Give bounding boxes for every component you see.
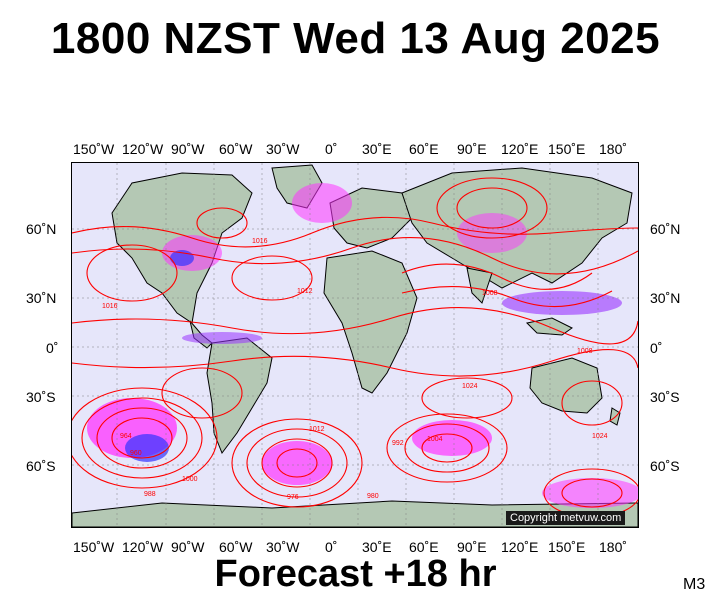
lon-label: 180˚ — [599, 141, 628, 157]
isobar-label: 1012 — [309, 426, 325, 433]
lon-label: 120˚W — [122, 539, 164, 555]
lat-label: 30˚N — [650, 290, 681, 306]
lon-label: 30˚E — [362, 141, 392, 157]
lat-label: 60˚N — [26, 221, 57, 237]
isobar-label: 1024 — [592, 433, 608, 440]
isobar-label: 1016 — [102, 303, 118, 310]
forecast-label: Forecast +18 hr — [214, 553, 497, 595]
copyright-notice: Copyright metvuw.com — [506, 511, 626, 525]
lat-label: 0˚ — [650, 340, 663, 356]
weather-map[interactable]: 1016 1012 1008 1024 1000 988 980 976 964… — [71, 162, 639, 528]
lon-label: 180˚ — [599, 539, 628, 555]
isobar-label: 980 — [367, 493, 379, 500]
lon-label: 60˚W — [219, 539, 253, 555]
lat-label: 60˚S — [650, 458, 680, 474]
isobar-label: 1008 — [577, 348, 593, 355]
lon-label: 30˚W — [266, 141, 300, 157]
isobar-label: 1024 — [462, 383, 478, 390]
lon-label: 120˚E — [501, 141, 539, 157]
lon-label: 60˚E — [409, 539, 439, 555]
isobar-label: 960 — [130, 450, 142, 457]
model-code: M3 — [683, 576, 706, 593]
lon-label: 90˚W — [171, 141, 205, 157]
lon-label: 0˚ — [325, 141, 338, 157]
lat-label: 60˚S — [26, 458, 56, 474]
isobar-label: 992 — [392, 440, 404, 447]
isobar-labels: 1016 1012 1008 1024 1000 988 980 976 964… — [102, 238, 608, 501]
lon-label: 90˚W — [171, 539, 205, 555]
isobar-label: 1000 — [182, 476, 198, 483]
precipitation-overlay — [87, 183, 638, 508]
lon-label: 30˚W — [266, 539, 300, 555]
isobar-label: 964 — [120, 433, 132, 440]
lat-label: 30˚S — [650, 389, 680, 405]
lon-label: 120˚E — [501, 539, 539, 555]
isobar-label: 976 — [287, 494, 299, 501]
lon-label: 150˚W — [73, 141, 115, 157]
chart-title: 1800 NZST Wed 13 Aug 2025 — [50, 14, 661, 63]
lon-label: 60˚W — [219, 141, 253, 157]
lon-label: 0˚ — [325, 539, 338, 555]
lat-label: 30˚N — [26, 290, 57, 306]
lon-label: 90˚E — [457, 141, 487, 157]
lon-label: 90˚E — [457, 539, 487, 555]
graticule — [72, 163, 638, 527]
isobar-label: 1004 — [427, 436, 443, 443]
isobar-label: 1012 — [297, 288, 313, 295]
lon-label: 150˚E — [548, 539, 586, 555]
isobar-label: 988 — [144, 491, 156, 498]
lat-label: 30˚S — [26, 389, 56, 405]
lon-label: 120˚W — [122, 141, 164, 157]
isobar-label: 1016 — [252, 238, 268, 245]
lat-label: 0˚ — [46, 340, 59, 356]
lon-label: 30˚E — [362, 539, 392, 555]
lon-label: 150˚E — [548, 141, 586, 157]
isobar-label: 1008 — [482, 290, 498, 297]
lat-label: 60˚N — [650, 221, 681, 237]
lon-label: 150˚W — [73, 539, 115, 555]
lon-label: 60˚E — [409, 141, 439, 157]
